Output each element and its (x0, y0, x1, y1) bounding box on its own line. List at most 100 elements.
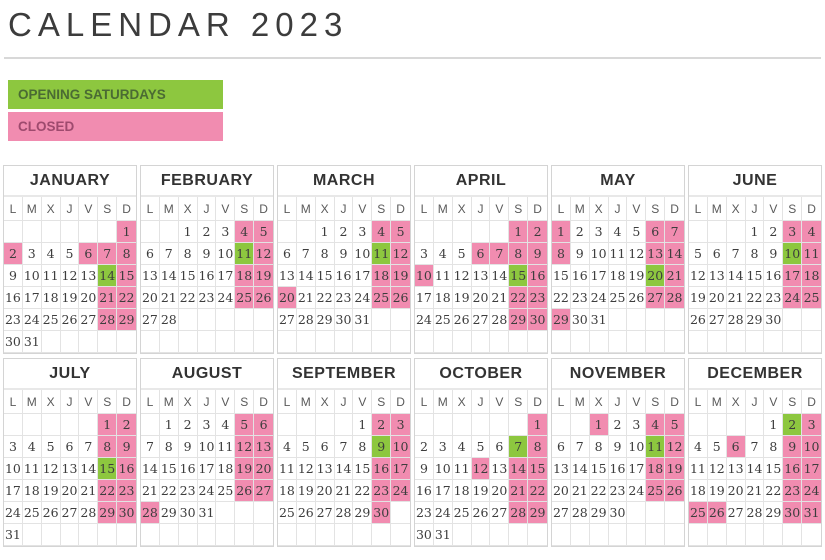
day-cell: 9 (334, 243, 354, 265)
day-cell: 15 (159, 458, 179, 480)
day-cell: 20 (726, 480, 746, 502)
empty-cell (415, 331, 434, 353)
day-cell: 22 (528, 480, 547, 502)
day-cell: 25 (22, 502, 42, 524)
day-cell: 28 (745, 502, 765, 524)
day-cell: 23 (608, 480, 628, 502)
empty-cell (646, 502, 666, 524)
empty-cell (415, 221, 434, 243)
day-cell: 12 (452, 265, 472, 287)
day-cell: 5 (689, 243, 708, 265)
empty-cell (726, 524, 746, 546)
empty-cell (509, 524, 529, 546)
weekday-header: X (452, 197, 472, 221)
day-cell: 25 (452, 502, 472, 524)
empty-cell (353, 524, 373, 546)
day-cell: 12 (235, 436, 255, 458)
legend-opening-saturdays: OPENING SATURDAYS (8, 80, 223, 109)
month-panel: AUGUST L M X J V S D 1 2 3 4 5 6 7 8 9 10 11 12 13 14 15 16 17 18… (140, 358, 274, 547)
legend: OPENING SATURDAYS CLOSED (8, 80, 825, 141)
day-cell: 24 (353, 287, 373, 309)
empty-cell (726, 331, 746, 353)
day-cell: 23 (334, 287, 354, 309)
day-cell: 6 (141, 243, 160, 265)
day-cell: 30 (570, 309, 590, 331)
day-cell: 19 (254, 265, 273, 287)
month-days: L M X J V S D 1 2 3 4 5 6 7 8 9 10 11 12 13 14 15 16 17 18 19 20 21… (4, 390, 136, 546)
day-cell: 14 (490, 265, 510, 287)
day-cell: 15 (745, 265, 765, 287)
weekday-header: L (689, 197, 708, 221)
empty-cell (216, 331, 236, 353)
empty-cell (235, 524, 255, 546)
day-cell: 17 (783, 265, 803, 287)
day-cell: 3 (216, 221, 236, 243)
day-cell: 4 (608, 221, 628, 243)
empty-cell (60, 524, 80, 546)
day-cell: 4 (216, 414, 236, 436)
empty-cell (278, 524, 297, 546)
day-cell: 7 (509, 436, 529, 458)
day-cell: 31 (433, 524, 453, 546)
day-cell: 29 (159, 502, 179, 524)
day-cell: 28 (334, 502, 354, 524)
day-cell: 7 (726, 243, 746, 265)
day-cell: 27 (60, 502, 80, 524)
weekday-header: V (490, 390, 510, 414)
day-cell: 17 (4, 480, 23, 502)
day-cell: 26 (60, 309, 80, 331)
day-cell: 9 (570, 243, 590, 265)
empty-cell (197, 524, 217, 546)
month-title: DECEMBER (689, 359, 821, 390)
day-cell: 20 (646, 265, 666, 287)
day-cell: 24 (589, 287, 609, 309)
day-cell: 5 (627, 221, 647, 243)
day-cell: 15 (509, 265, 529, 287)
month-days: L M X J V S D 1 2 3 4 5 6 7 8 9 10 11 12 13 14 15 16 17 18 19 20 21… (278, 197, 410, 353)
weekday-header: J (608, 197, 628, 221)
day-cell: 4 (802, 221, 821, 243)
empty-cell (141, 524, 160, 546)
day-cell: 27 (646, 287, 666, 309)
weekday-header: D (117, 197, 136, 221)
day-cell: 8 (552, 243, 571, 265)
weekday-header: J (471, 197, 491, 221)
day-cell: 23 (528, 287, 547, 309)
empty-cell (79, 221, 99, 243)
day-cell: 2 (372, 414, 392, 436)
empty-cell (60, 331, 80, 353)
day-cell: 2 (117, 414, 136, 436)
day-cell: 5 (60, 243, 80, 265)
empty-cell (60, 221, 80, 243)
empty-cell (646, 524, 666, 546)
day-cell: 9 (608, 436, 628, 458)
month-days: L M X J V S D 1 2 3 4 5 6 7 8 9 10 11 12 13 14 15 16 17 18 19 20 21… (141, 390, 273, 546)
weekday-header: L (415, 390, 434, 414)
day-cell: 12 (254, 243, 273, 265)
day-cell: 29 (117, 309, 136, 331)
day-cell: 11 (22, 458, 42, 480)
day-cell: 14 (79, 458, 99, 480)
day-cell: 26 (452, 309, 472, 331)
day-cell: 30 (372, 502, 392, 524)
empty-cell (471, 221, 491, 243)
day-cell: 17 (216, 265, 236, 287)
weekday-header: M (159, 197, 179, 221)
day-cell: 14 (665, 243, 684, 265)
empty-cell (334, 524, 354, 546)
day-cell: 2 (178, 414, 198, 436)
day-cell: 11 (41, 265, 61, 287)
month-panel: JANUARY L M X J V S D 1 2 3 4 5 6 7 8 9 10 11 12 13 14 15 16 17 1… (3, 165, 137, 354)
weekday-header: L (141, 197, 160, 221)
empty-cell (141, 414, 160, 436)
empty-cell (745, 331, 765, 353)
day-cell: 25 (433, 309, 453, 331)
day-cell: 2 (608, 414, 628, 436)
empty-cell (117, 331, 136, 353)
weekday-header: V (353, 390, 373, 414)
weekday-header: X (589, 197, 609, 221)
day-cell: 1 (745, 221, 765, 243)
day-cell: 25 (41, 309, 61, 331)
empty-cell (178, 309, 198, 331)
day-cell: 1 (509, 221, 529, 243)
